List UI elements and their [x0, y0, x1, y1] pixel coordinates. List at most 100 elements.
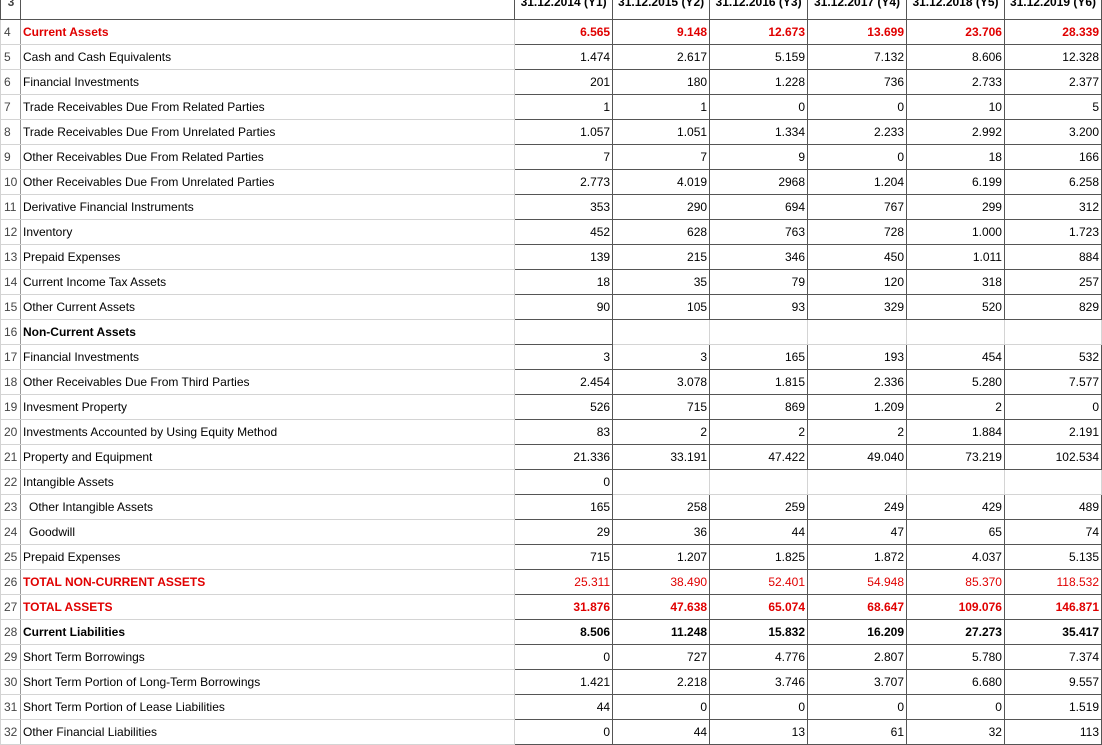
value-cell: 3 — [612, 344, 711, 370]
value-cell: 12.328 — [1003, 44, 1102, 70]
sheet-row: 5 Cash and Cash Equivalents 1.474 2.617 5.15… — [0, 44, 1102, 70]
row-number: 16 — [0, 319, 21, 345]
sheet-row: 17 Financial Investments 3 3 165 193 454 532 — [0, 344, 1102, 370]
row-label: Short Term Portion of Lease Liabilities — [19, 694, 516, 720]
row-label: Other Receivables Due From Unrelated Par… — [19, 169, 516, 195]
value-cell: 2.454 — [514, 369, 614, 395]
row-label: Other Receivables Due From Related Parti… — [19, 144, 516, 170]
sheet-row: 4 Current Assets 6.565 9.148 12.673 13.699 23.… — [0, 19, 1102, 45]
value-cell: 2.218 — [612, 669, 711, 695]
row-number: 21 — [0, 444, 21, 470]
value-cell: 5 — [1003, 94, 1102, 120]
value-cell: 3.078 — [612, 369, 711, 395]
sheet-row: 18 Other Receivables Due From Third Parti… — [0, 369, 1102, 395]
row-number: 9 — [0, 144, 21, 170]
value-cell: 1.000 — [906, 219, 1005, 245]
value-cell: 13 — [709, 719, 809, 745]
sheet-row: 15 Other Current Assets 90 105 93 329 520 829 — [0, 294, 1102, 320]
row-number: 3 — [0, 0, 21, 20]
empty-cell — [514, 319, 614, 345]
value-cell: 65 — [906, 519, 1005, 545]
column-header: 31.12.2014 (Y1) — [514, 0, 614, 20]
row-number: 31 — [0, 694, 21, 720]
value-cell: 85.370 — [906, 569, 1005, 595]
value-cell: 31.876 — [514, 594, 614, 620]
row-label: Current Liabilities — [19, 619, 516, 645]
value-cell: 13.699 — [807, 19, 907, 45]
value-cell: 0 — [807, 694, 907, 720]
empty-cell — [612, 319, 711, 345]
header-row: 3 31.12.2014 (Y1) 31.12.2015 (Y2) 31.12.201… — [0, 0, 1102, 20]
value-cell: 6.680 — [906, 669, 1005, 695]
value-cell: 4.019 — [612, 169, 711, 195]
value-cell: 15.832 — [709, 619, 809, 645]
value-cell: 11.248 — [612, 619, 711, 645]
value-cell: 2968 — [709, 169, 809, 195]
row-number: 23 — [0, 494, 21, 520]
row-label: Derivative Financial Instruments — [19, 194, 516, 220]
value-cell: 1.057 — [514, 119, 614, 145]
value-cell: 1 — [514, 94, 614, 120]
value-cell: 3.200 — [1003, 119, 1102, 145]
row-number: 22 — [0, 469, 21, 495]
value-cell: 23.706 — [906, 19, 1005, 45]
value-cell: 6.565 — [514, 19, 614, 45]
label-cell — [19, 0, 516, 20]
value-cell: 1.815 — [709, 369, 809, 395]
empty-cell — [612, 469, 711, 495]
value-cell: 18 — [514, 269, 614, 295]
value-cell: 628 — [612, 219, 711, 245]
row-number: 18 — [0, 369, 21, 395]
row-number: 13 — [0, 244, 21, 270]
value-cell: 1.051 — [612, 119, 711, 145]
empty-cell — [807, 319, 907, 345]
value-cell: 21.336 — [514, 444, 614, 470]
value-cell: 9.557 — [1003, 669, 1102, 695]
value-cell: 0 — [514, 644, 614, 670]
value-cell: 1.204 — [807, 169, 907, 195]
value-cell: 727 — [612, 644, 711, 670]
value-cell: 215 — [612, 244, 711, 270]
row-number: 8 — [0, 119, 21, 145]
value-cell: 9.148 — [612, 19, 711, 45]
value-cell: 715 — [514, 544, 614, 570]
value-cell: 454 — [906, 344, 1005, 370]
value-cell: 1.209 — [807, 394, 907, 420]
value-cell: 526 — [514, 394, 614, 420]
value-cell: 290 — [612, 194, 711, 220]
value-cell: 32 — [906, 719, 1005, 745]
value-cell: 2 — [906, 394, 1005, 420]
value-cell: 109.076 — [906, 594, 1005, 620]
value-cell: 2 — [807, 419, 907, 445]
row-number: 27 — [0, 594, 21, 620]
sheet-row: 30 Short Term Portion of Long-Term Borrow… — [0, 669, 1102, 695]
value-cell: 44 — [612, 719, 711, 745]
value-cell: 68.647 — [807, 594, 907, 620]
column-header: 31.12.2018 (Y5) — [906, 0, 1005, 20]
row-label: Financial Investments — [19, 344, 516, 370]
row-number: 6 — [0, 69, 21, 95]
row-label: TOTAL ASSETS — [19, 594, 516, 620]
value-cell: 35.417 — [1003, 619, 1102, 645]
row-label: Prepaid Expenses — [19, 544, 516, 570]
value-cell: 869 — [709, 394, 809, 420]
value-cell: 0 — [807, 144, 907, 170]
value-cell: 47.422 — [709, 444, 809, 470]
value-cell: 4.037 — [906, 544, 1005, 570]
row-number: 30 — [0, 669, 21, 695]
value-cell: 54.948 — [807, 569, 907, 595]
row-label: Cash and Cash Equivalents — [19, 44, 516, 70]
row-number: 14 — [0, 269, 21, 295]
value-cell: 118.532 — [1003, 569, 1102, 595]
value-cell: 1.723 — [1003, 219, 1102, 245]
row-label: Prepaid Expenses — [19, 244, 516, 270]
sheet-row: 14 Current Income Tax Assets 18 35 79 120 318 2… — [0, 269, 1102, 295]
value-cell: 9 — [709, 144, 809, 170]
empty-cell — [807, 469, 907, 495]
value-cell: 452 — [514, 219, 614, 245]
value-cell: 1.474 — [514, 44, 614, 70]
column-header: 31.12.2016 (Y3) — [709, 0, 809, 20]
